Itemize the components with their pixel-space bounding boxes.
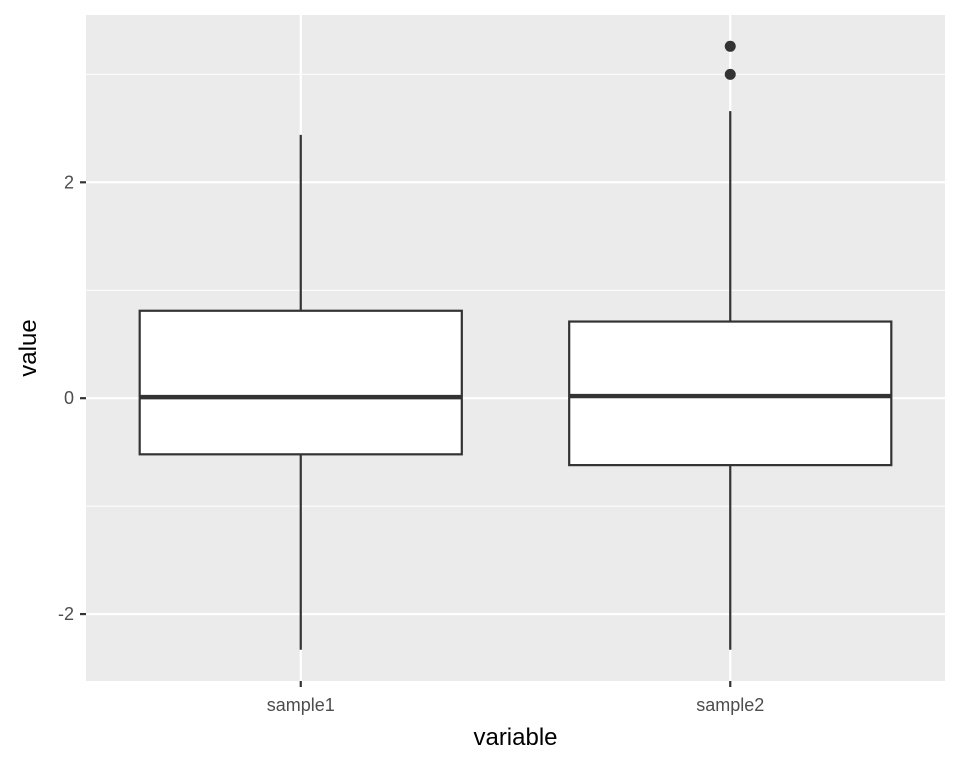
y-tick-label: 0	[64, 388, 74, 408]
box-sample2	[568, 40, 893, 650]
box-iqr	[138, 309, 463, 456]
x-axis-title: variable	[473, 724, 557, 751]
x-axis: sample1 sample2	[267, 681, 764, 715]
y-axis: -2 0 2	[58, 172, 86, 624]
x-tick-label: sample2	[696, 695, 764, 715]
box-series	[138, 40, 893, 650]
minor-gridlines	[86, 73, 945, 507]
y-tick-label: -2	[58, 604, 74, 624]
box-sample1	[138, 134, 463, 650]
x-tick-label: sample1	[267, 695, 335, 715]
outlier-point	[724, 40, 736, 52]
outlier-point	[724, 68, 736, 80]
y-tick-label: 2	[64, 172, 74, 192]
y-axis-title: value	[15, 319, 42, 376]
box-iqr	[568, 320, 893, 467]
